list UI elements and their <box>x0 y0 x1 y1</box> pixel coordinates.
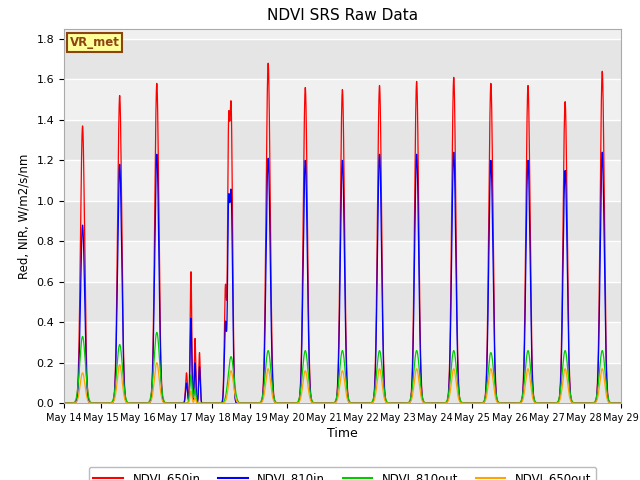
NDVI_650in <box>594 379 602 385</box>
NDVI_810in <box>598 149 606 155</box>
Bar <box>64 363 621 403</box>
NDVI_810in <box>617 400 625 406</box>
NDVI_650out <box>467 400 475 406</box>
Bar <box>64 201 621 241</box>
NDVI_810in <box>324 400 332 406</box>
NDVI_810out <box>483 384 491 389</box>
NDVI_650out <box>60 400 68 406</box>
Legend: NDVI_650in, NDVI_810in, NDVI_810out, NDVI_650out: NDVI_650in, NDVI_810in, NDVI_810out, NDV… <box>89 467 596 480</box>
NDVI_650out <box>324 400 332 406</box>
NDVI_650out <box>594 396 602 401</box>
NDVI_650out <box>617 400 625 406</box>
NDVI_650in <box>264 60 272 66</box>
NDVI_810out <box>153 329 161 335</box>
Bar <box>64 39 621 79</box>
Line: NDVI_810in: NDVI_810in <box>64 152 621 403</box>
NDVI_810out <box>467 400 475 406</box>
NDVI_650out <box>250 400 257 406</box>
NDVI_650in <box>587 400 595 406</box>
NDVI_810in <box>483 371 490 377</box>
NDVI_810out <box>60 400 68 406</box>
NDVI_810in <box>60 400 68 406</box>
Line: NDVI_650out: NDVI_650out <box>64 363 621 403</box>
Line: NDVI_650in: NDVI_650in <box>64 63 621 403</box>
Line: NDVI_810out: NDVI_810out <box>64 332 621 403</box>
X-axis label: Time: Time <box>327 427 358 440</box>
NDVI_810out <box>324 400 332 406</box>
Title: NDVI SRS Raw Data: NDVI SRS Raw Data <box>267 9 418 24</box>
NDVI_650out <box>587 400 595 406</box>
Text: VR_met: VR_met <box>70 36 120 48</box>
Y-axis label: Red, NIR, W/m2/s/nm: Red, NIR, W/m2/s/nm <box>18 153 31 279</box>
NDVI_650in <box>467 400 475 406</box>
NDVI_650in <box>324 400 332 406</box>
NDVI_810out <box>250 400 257 406</box>
NDVI_810in <box>250 400 257 406</box>
NDVI_810in <box>587 400 595 406</box>
NDVI_810out <box>587 400 595 406</box>
NDVI_650in <box>60 400 68 406</box>
NDVI_650out <box>153 360 161 366</box>
NDVI_810in <box>467 400 475 406</box>
Bar <box>64 120 621 160</box>
NDVI_650in <box>250 400 257 406</box>
NDVI_650in <box>483 359 491 364</box>
NDVI_650in <box>617 400 625 406</box>
Bar <box>64 282 621 322</box>
NDVI_810out <box>594 388 602 394</box>
NDVI_650out <box>483 392 491 398</box>
NDVI_810in <box>593 386 601 392</box>
NDVI_810out <box>617 400 625 406</box>
